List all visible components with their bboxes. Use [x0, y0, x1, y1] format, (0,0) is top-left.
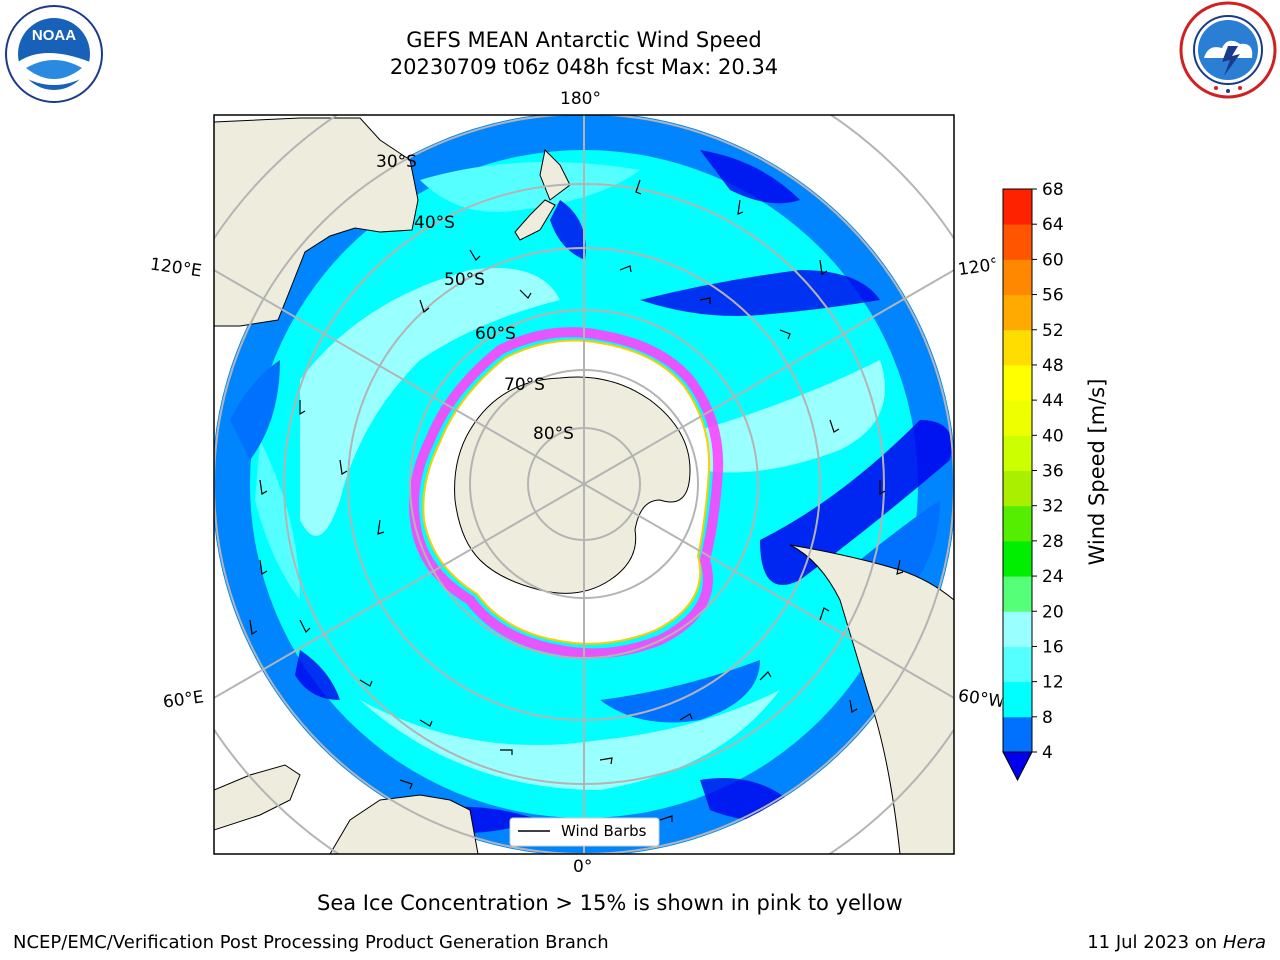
- colorbar-tick-label: 56: [1042, 286, 1064, 306]
- run-date-text: 11 Jul 2023 on: [1087, 932, 1223, 953]
- map-frame: [213, 114, 955, 855]
- credit-line: NCEP/EMC/Verification Post Processing Pr…: [13, 932, 609, 953]
- colorbar-tick-label: 64: [1042, 215, 1064, 235]
- colorbar-tick-label: 20: [1042, 602, 1064, 622]
- lat-label-60s: 60°S: [475, 324, 516, 344]
- graticule: [214, 115, 954, 854]
- colorbar-segment: [1003, 646, 1032, 683]
- nws-logo-icon: [1179, 1, 1277, 99]
- lat-label-50s: 50°S: [444, 270, 485, 290]
- colorbar-tick-label: 28: [1042, 532, 1064, 552]
- colorbar-tick-label: 12: [1042, 673, 1064, 693]
- colorbar-segment: [1003, 576, 1032, 612]
- colorbar-tick-label: 16: [1042, 637, 1064, 657]
- colorbar-tick-label: 68: [1042, 180, 1064, 200]
- colorbar-segment: [1003, 259, 1032, 296]
- colorbar-tick-label: 8: [1042, 708, 1053, 728]
- colorbar-segment: [1003, 435, 1032, 471]
- map-legend: [509, 817, 660, 847]
- lat-label-40s: 40°S: [414, 213, 455, 233]
- colorbar-segment: [1003, 505, 1032, 542]
- legend-wind-barbs-label: Wind Barbs: [561, 822, 647, 840]
- colorbar-tick-label: 32: [1042, 497, 1064, 517]
- colorbar-segment: [1003, 681, 1032, 718]
- colorbar-segment: [1003, 329, 1032, 366]
- colorbar-tick-label: 40: [1042, 426, 1064, 446]
- colorbar-tick-label: 4: [1042, 743, 1053, 763]
- noaa-logo-text: NOAA: [32, 27, 76, 44]
- colorbar-label: Wind Speed [m/s]: [1085, 378, 1109, 566]
- run-date: 11 Jul 2023 on Hera: [1087, 932, 1266, 953]
- colorbar-segment: [1003, 294, 1032, 331]
- colorbar-segment: [1003, 540, 1032, 577]
- sea-ice-note: Sea Ice Concentration > 15% is shown in …: [317, 891, 903, 915]
- lat-label-30s: 30°S: [376, 152, 417, 172]
- noaa-logo: NOAA: [4, 4, 104, 104]
- lon-label-180: 180°: [560, 89, 601, 109]
- colorbar-segment: [1003, 189, 1032, 225]
- lon-label-0: 0°: [573, 857, 593, 877]
- noaa-logo-icon: NOAA: [5, 5, 103, 103]
- colorbar-extend-triangle: [1002, 751, 1033, 782]
- colorbar-segment: [1003, 364, 1032, 401]
- colorbar-tick-label: 52: [1042, 321, 1064, 341]
- colorbar-tick-label: 48: [1042, 356, 1064, 376]
- nws-logo: [1178, 0, 1278, 100]
- chart-title: GEFS MEAN Antarctic Wind Speed: [406, 28, 762, 52]
- colorbar-tick-label: 24: [1042, 567, 1064, 587]
- colorbar-tick-label: 44: [1042, 391, 1064, 411]
- wind-barbs: [249, 179, 904, 825]
- colorbar-segment: [1003, 224, 1032, 260]
- colorbar-segment: [1003, 470, 1032, 507]
- colorbar-tick-label: 36: [1042, 462, 1064, 482]
- run-host: Hera: [1222, 932, 1266, 953]
- colorbar-segment: [1003, 611, 1032, 647]
- sea-ice: [409, 327, 724, 659]
- colorbar-segment: [1003, 716, 1032, 753]
- chart-subtitle: 20230709 t06z 048h fcst Max: 20.34: [389, 55, 779, 79]
- lat-label-70s: 70°S: [504, 375, 545, 395]
- colorbar-segment: [1003, 400, 1032, 436]
- lat-label-80s: 80°S: [533, 424, 574, 444]
- colorbar-tick-label: 60: [1042, 250, 1064, 270]
